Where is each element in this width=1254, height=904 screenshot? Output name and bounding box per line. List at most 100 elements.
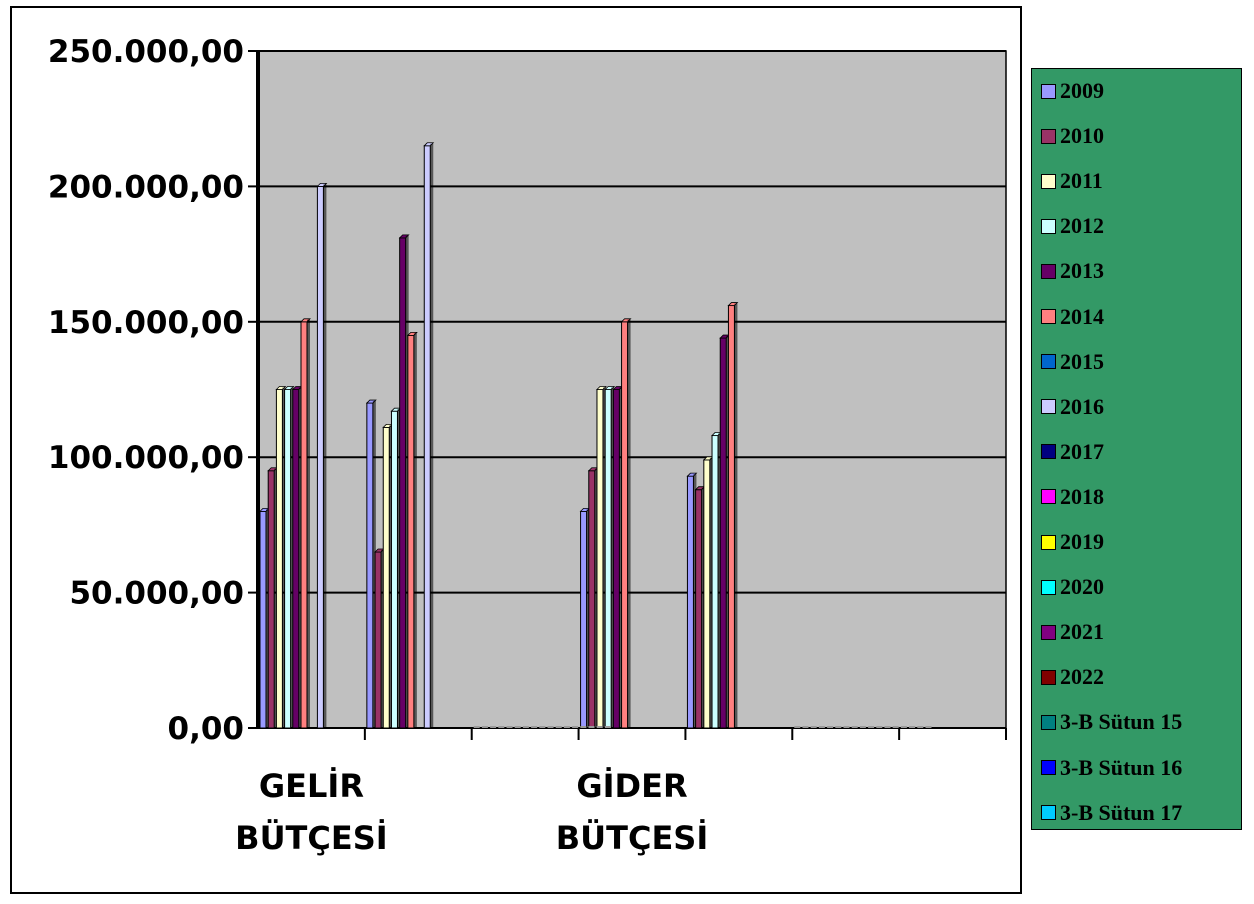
bar-side xyxy=(397,409,401,728)
legend-item: 2011 xyxy=(1041,166,1103,196)
legend-item: 2015 xyxy=(1041,347,1104,377)
bar-side xyxy=(586,509,590,728)
legend-swatch xyxy=(1041,534,1056,550)
bar-side xyxy=(718,433,722,728)
legend-item: 2016 xyxy=(1041,392,1104,422)
y-tick-label: 0,00 xyxy=(168,711,245,747)
bar xyxy=(827,726,834,728)
bar xyxy=(686,475,694,729)
bar xyxy=(563,726,570,728)
legend: 2009 2010 2011 2012 2013 2014 2015 2016 2017 2018… xyxy=(1031,68,1242,830)
bar xyxy=(711,435,719,729)
bar xyxy=(892,726,899,728)
bar xyxy=(794,726,801,728)
bar xyxy=(481,726,488,728)
legend-label: 2016 xyxy=(1060,393,1104,419)
legend-item: 2017 xyxy=(1041,437,1104,467)
bar xyxy=(473,726,480,728)
legend-swatch xyxy=(1041,128,1056,144)
bar xyxy=(868,726,875,728)
bar xyxy=(547,726,554,728)
legend-swatch xyxy=(1041,805,1056,821)
bar xyxy=(498,726,505,728)
bar-side xyxy=(594,468,598,728)
bar xyxy=(374,551,382,729)
legend-swatch xyxy=(1041,218,1056,234)
bar xyxy=(621,321,629,729)
category-label: GELİR xyxy=(259,767,364,805)
y-tick-label: 200.000,00 xyxy=(48,169,244,205)
y-tick-label: 250.000,00 xyxy=(48,34,244,70)
legend-swatch xyxy=(1041,444,1056,460)
legend-label: 2022 xyxy=(1060,664,1104,690)
legend-swatch xyxy=(1041,399,1056,415)
bar-side xyxy=(405,235,409,729)
bar xyxy=(522,726,529,728)
bar-side xyxy=(619,387,623,728)
legend-swatch xyxy=(1041,173,1056,189)
legend-swatch xyxy=(1041,760,1056,775)
bar-side xyxy=(693,474,697,728)
bar xyxy=(612,389,620,729)
bar xyxy=(909,726,916,728)
bar xyxy=(588,726,595,728)
legend-item: 2019 xyxy=(1041,527,1104,557)
legend-item: 3-B Sütun 15 xyxy=(1041,707,1182,737)
bar-side xyxy=(381,549,385,728)
legend-swatch xyxy=(1041,354,1056,370)
bar xyxy=(572,726,579,728)
bar xyxy=(531,726,538,728)
bar xyxy=(292,389,300,729)
bar xyxy=(399,237,407,729)
bar xyxy=(555,726,562,728)
bar xyxy=(876,726,883,728)
bar xyxy=(810,726,817,728)
bar xyxy=(588,470,596,729)
bar xyxy=(596,389,604,729)
legend-label: 2017 xyxy=(1060,438,1104,464)
legend-swatch xyxy=(1041,579,1056,595)
legend-swatch xyxy=(1041,489,1056,505)
legend-label: 2019 xyxy=(1060,529,1104,554)
bar xyxy=(596,726,603,728)
bar xyxy=(275,389,283,729)
y-tick-label: 150.000,00 xyxy=(48,305,244,341)
legend-item: 2012 xyxy=(1041,211,1104,241)
bar xyxy=(366,402,374,729)
bar-side xyxy=(282,387,286,728)
bar xyxy=(539,726,546,728)
bar-side xyxy=(290,387,294,728)
bar-side xyxy=(701,487,705,728)
bar xyxy=(284,389,292,729)
legend-swatch xyxy=(1041,624,1056,640)
legend-swatch xyxy=(1041,309,1056,324)
legend-label: 2009 xyxy=(1060,78,1104,103)
legend-swatch xyxy=(1041,263,1056,279)
legend-label: 3-B Sütun 17 xyxy=(1060,799,1183,825)
legend-label: 2021 xyxy=(1060,619,1104,645)
legend-label: 2010 xyxy=(1060,123,1104,149)
bar xyxy=(802,726,809,728)
bar xyxy=(506,726,513,728)
legend-item: 2022 xyxy=(1041,662,1104,692)
legend-item: 2010 xyxy=(1041,121,1104,151)
legend-label: 3-B Sütun 15 xyxy=(1060,709,1183,735)
bar xyxy=(917,726,924,728)
legend-label: 2011 xyxy=(1060,168,1103,194)
bar xyxy=(300,321,308,729)
bar-side xyxy=(413,333,417,728)
legend-label: 2012 xyxy=(1060,213,1104,239)
legend-item: 2021 xyxy=(1041,617,1104,647)
bar xyxy=(407,334,415,729)
bar xyxy=(580,510,588,729)
legend-item: 3-B Sütun 16 xyxy=(1041,753,1182,783)
bar-side xyxy=(307,319,310,728)
bar xyxy=(818,726,825,728)
bar-side xyxy=(709,457,713,728)
legend-label: 2020 xyxy=(1060,574,1104,600)
bar xyxy=(843,726,850,728)
bar-side xyxy=(430,143,434,728)
category-label: GİDER xyxy=(576,767,687,805)
legend-label: 2015 xyxy=(1060,348,1104,374)
bar-side xyxy=(298,387,302,728)
